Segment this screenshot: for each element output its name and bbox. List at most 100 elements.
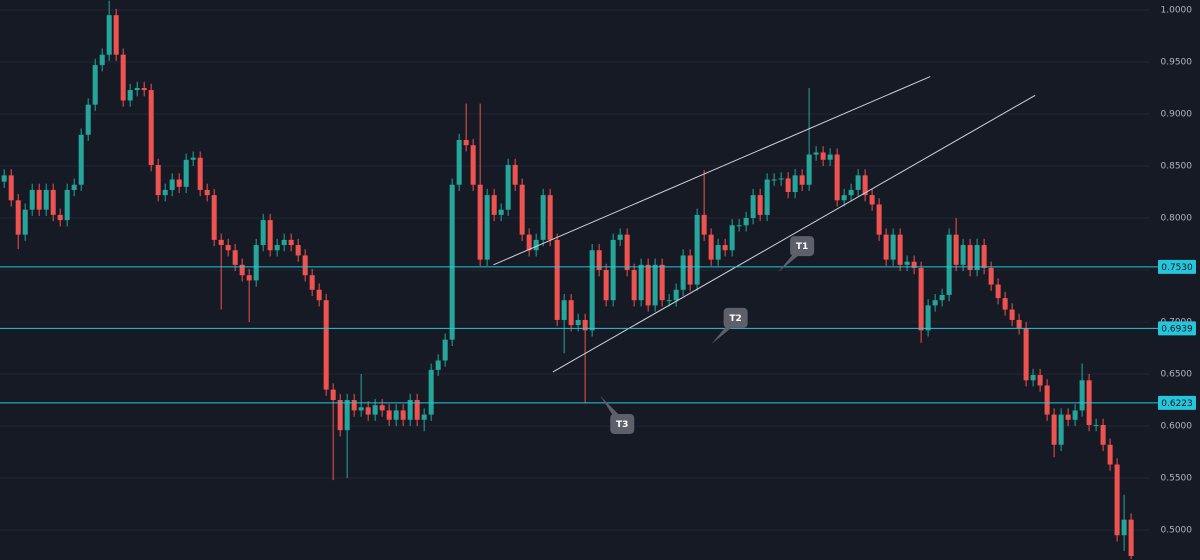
candle-body: [274, 245, 280, 251]
callout-box: [610, 413, 635, 434]
candle-body: [575, 319, 581, 326]
candle-body: [477, 184, 483, 260]
candle-body: [981, 245, 987, 268]
candle-body: [309, 275, 315, 290]
candle-body: [113, 15, 119, 55]
candle-body: [554, 239, 560, 320]
candle-body: [897, 234, 903, 265]
candle-body: [568, 300, 574, 326]
callout-pointer: [778, 254, 801, 273]
candle-body: [449, 184, 455, 340]
candle-body: [484, 195, 490, 260]
candle-body: [190, 157, 196, 160]
y-tick-label: 1.0000: [1161, 5, 1193, 15]
candle-body: [295, 245, 301, 256]
trend-line: [552, 94, 1036, 373]
candle-body: [785, 178, 791, 193]
candle-body: [288, 239, 294, 246]
candle-body: [1051, 414, 1057, 445]
candle-body: [344, 400, 350, 431]
candle-body: [547, 195, 553, 240]
candle-body: [673, 289, 679, 301]
candle-body: [736, 225, 742, 227]
candle-body: [876, 204, 882, 235]
candle-body: [351, 400, 357, 411]
candle-body: [869, 195, 875, 205]
y-tick-label: 0.6500: [1161, 370, 1193, 380]
price-label-box: [1158, 395, 1196, 410]
candle-body: [1072, 410, 1078, 420]
y-tick-label: 0.5500: [1161, 474, 1193, 484]
candle-body: [176, 179, 182, 187]
candle-body: [505, 164, 511, 210]
candle-body: [22, 209, 28, 235]
candle-body: [589, 250, 595, 331]
candle-body: [218, 239, 224, 246]
candle-body: [400, 410, 406, 420]
candle-body: [596, 250, 602, 271]
candle-body: [533, 239, 539, 251]
candle-body: [946, 234, 952, 295]
candle-body: [932, 300, 938, 306]
candle-body: [379, 405, 385, 411]
y-tick-label: 0.8000: [1161, 214, 1193, 224]
candle-body: [813, 152, 819, 155]
candle-body: [50, 189, 56, 215]
candle-body: [316, 289, 322, 301]
candle-body: [99, 54, 105, 66]
candle-body: [197, 157, 203, 190]
candle-body: [890, 234, 896, 260]
candle-body: [988, 267, 994, 285]
candle-body: [1037, 375, 1043, 386]
candle-body: [204, 189, 210, 196]
candle-body: [918, 267, 924, 331]
candle-body: [15, 200, 21, 235]
candle-body: [64, 189, 70, 221]
candle-body: [862, 175, 868, 196]
candle-body: [456, 140, 462, 185]
y-tick-label: 0.8500: [1161, 162, 1193, 172]
candle-body: [1030, 375, 1036, 381]
candle-body: [183, 159, 189, 187]
candle-body: [834, 154, 840, 201]
y-tick-label: 0.6000: [1161, 422, 1193, 432]
candle-body: [337, 400, 343, 431]
candle-body: [764, 179, 770, 215]
candle-body: [617, 234, 623, 240]
candle-body: [29, 189, 35, 210]
candle-body: [393, 410, 399, 420]
callout-box: [723, 307, 748, 328]
candle-body: [225, 245, 231, 251]
candle-body: [1079, 380, 1085, 411]
candle-body: [883, 234, 889, 260]
candle-body: [911, 261, 917, 268]
candle-body: [1058, 414, 1064, 445]
callout: T1: [778, 236, 815, 273]
candle-body: [330, 389, 336, 401]
candle-body: [148, 90, 154, 165]
candle-body: [687, 255, 693, 285]
candle-body: [792, 175, 798, 193]
candle-body: [582, 319, 588, 331]
candle-body: [806, 154, 812, 185]
candle-body: [512, 164, 518, 185]
candle-body: [771, 179, 777, 181]
candle-body: [610, 239, 616, 301]
candle-body: [372, 405, 378, 415]
candle-body: [974, 245, 980, 271]
candle-body: [925, 305, 931, 331]
candle-body: [519, 184, 525, 235]
candle-body: [638, 264, 644, 301]
candle-body: [1009, 309, 1015, 320]
price-label: 0.6939: [1161, 324, 1193, 334]
candle-body: [1128, 519, 1134, 557]
price-label: 0.6223: [1161, 399, 1193, 409]
trend-line: [493, 76, 931, 266]
candle-body: [722, 245, 728, 251]
candle-body: [407, 400, 413, 420]
candle-body: [701, 214, 707, 235]
candle-body: [491, 195, 497, 215]
candle-body: [561, 300, 567, 320]
candle-body: [442, 339, 448, 361]
y-tick-label: 0.5000: [1161, 526, 1193, 536]
